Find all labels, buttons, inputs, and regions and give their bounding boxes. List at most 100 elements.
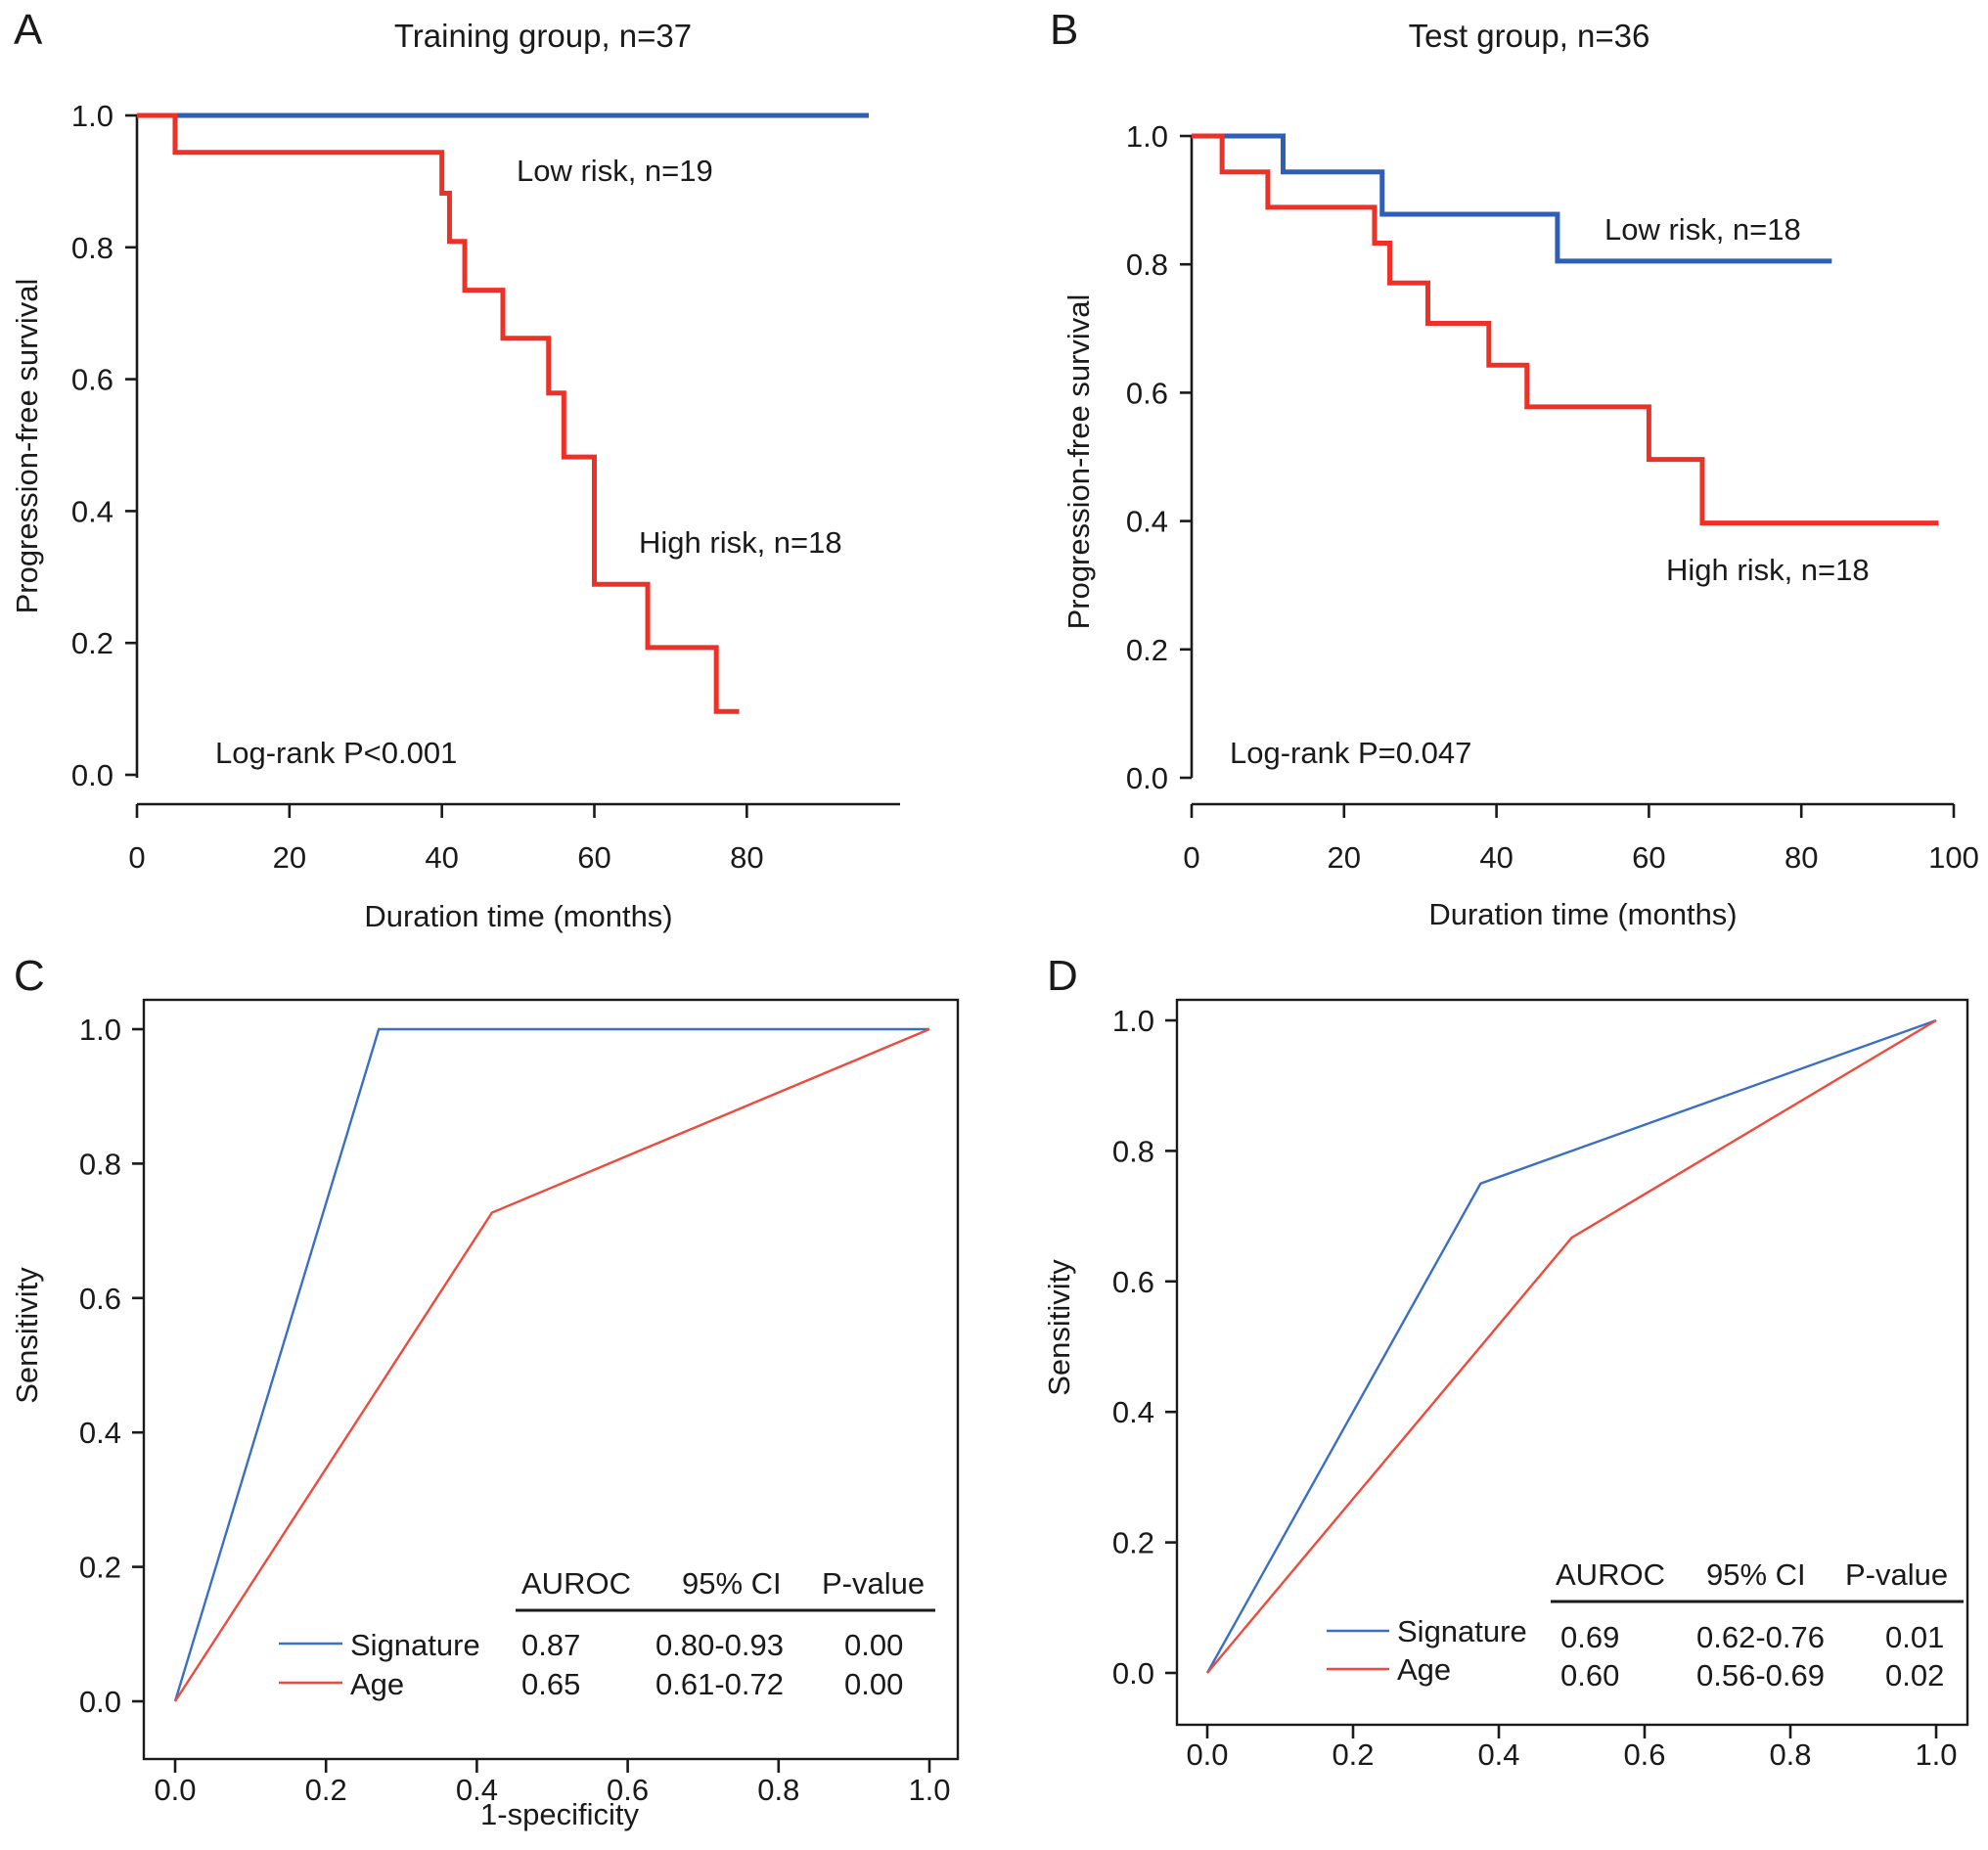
panel-a-low-risk-label: Low risk, n=19 [517,154,713,188]
panel-c: C 0.00.20.40.60.81.0 0.0 0.2 0.4 0.6 0.8 1.0 … [10,952,960,1831]
panel-d-y-ticks: 0.0 0.2 0.4 0.6 0.8 1.0 [1112,1004,1177,1691]
panel-c-plot-box [142,998,960,1761]
panel-b-curves [1192,133,1939,526]
panel-d-y-tick-label: 0.8 [1112,1134,1154,1168]
panel-a-curves [137,113,869,714]
panel-a-high-risk-label: High risk, n=18 [639,525,842,560]
panel-d-age-auroc: 0.60 [1560,1658,1619,1692]
panel-a-x-tick-label: 40 [425,840,458,875]
panel-a-y-tick-label: 0.0 [71,758,113,792]
panel-a-x-tick-label: 20 [273,840,306,875]
panel-b-x-tick-label: 20 [1328,840,1361,875]
panel-c-y-tick-label: 0.0 [79,1685,121,1719]
panel-d-x-tick-label: 1.0 [1915,1737,1957,1772]
panel-c-age-auroc: 0.65 [521,1667,580,1701]
panel-c-y-tick-label: 0.8 [79,1147,121,1181]
panel-a-x-tick-label: 80 [730,840,763,875]
panel-a-curve-high-risk [137,113,740,714]
panel-c-y-tick-label: 0.6 [79,1282,121,1316]
panel-b-x-tick-label: 60 [1632,840,1665,875]
panel-d-y-tick-label: 1.0 [1112,1004,1154,1038]
panel-b-y-tick-label: 0.4 [1126,505,1168,539]
panel-b-curve-high-risk [1192,133,1939,526]
panel-c-signature-auroc: 0.87 [521,1628,580,1662]
panel-a-x-label: Duration time (months) [364,899,672,933]
panel-c-curve-age [173,1027,930,1702]
panel-a-y-tick-label: 0.2 [71,626,113,660]
panel-a-title: Training group, n=37 [394,18,692,54]
panel-c-x-tick-label: 1.0 [908,1773,950,1807]
panel-c-y-tick-label: 1.0 [79,1013,121,1047]
panel-d-x-tick-label: 0.8 [1769,1737,1811,1772]
panel-b-y-tick-label: 1.0 [1126,119,1168,154]
panel-d-letter: D [1047,952,1078,1000]
panel-a-y-tick-label: 0.6 [71,363,113,397]
panel-c-age-p: 0.00 [844,1667,903,1701]
panel-b-logrank: Log-rank P=0.047 [1230,736,1471,770]
panel-a-y-label: Progression-free survival [10,279,44,614]
panel-d: D 0.00.20.40.60.81.0 0.0 0.2 0.4 0.6 0.8 1.0 … [1042,952,1969,1772]
panel-c-x-tick-label: 0.6 [607,1773,649,1807]
panel-d-x-ticks: 0.0 0.2 0.4 0.6 0.8 1.0 [1186,1725,1958,1772]
panel-a-plot-area: 0.0 0.2 0.4 0.6 0.8 1.0 0 20 40 60 80 [71,99,900,875]
panel-b: B Test group, n=36 0.0 0.2 0.4 0.6 0.8 1.0 0 2… [1050,6,1979,931]
panel-c-x-label: 1-specificity [480,1797,639,1831]
panel-d-x-tick-label: 0.6 [1623,1737,1665,1772]
panel-d-y-tick-label: 0.4 [1112,1395,1154,1429]
panel-c-header-auroc: AUROC [521,1566,631,1601]
panel-b-x-label: Duration time (months) [1428,897,1737,931]
panel-d-signature-p: 0.01 [1885,1620,1944,1654]
panel-c-x-tick-label: 0.0 [154,1773,196,1807]
panel-b-curve-low-risk [1192,133,1832,264]
panel-b-x-tick-label: 100 [1928,840,1979,875]
panel-b-y-tick-label: 0.8 [1126,248,1168,282]
panel-a-y-tick-label: 1.0 [71,99,113,133]
panel-c-header-ci: 95% CI [682,1566,782,1601]
panel-a-x-tick-label: 0 [128,840,145,875]
panel-c-legend-table: AUROC 95% CI P-value Signature 0.87 0.80… [279,1566,935,1701]
panel-a-x-tick-label: 60 [577,840,610,875]
panel-b-y-ticks: 0.0 0.2 0.4 0.6 0.8 1.0 [1126,119,1192,795]
panel-d-signature-auroc: 0.69 [1560,1620,1619,1654]
panel-d-header-auroc: AUROC [1556,1557,1665,1592]
panel-a-x-ticks: 0 20 40 60 80 [128,804,764,875]
panel-c-y-ticks: 0.0 0.2 0.4 0.6 0.8 1.0 [79,1013,144,1719]
panel-b-x-tick-label: 80 [1785,840,1818,875]
panel-d-legend-signature: Signature [1397,1614,1527,1648]
panel-b-y-tick-label: 0.6 [1126,376,1168,410]
panel-b-title: Test group, n=36 [1409,18,1650,54]
panel-d-x-tick-label: 0.0 [1186,1737,1228,1772]
panel-d-header-ci: 95% CI [1706,1557,1806,1592]
panel-a-letter: A [14,6,43,54]
panel-c-signature-ci: 0.80-0.93 [655,1628,784,1662]
panel-d-x-tick-label: 0.4 [1477,1737,1519,1772]
panel-d-curves [1205,1018,1937,1674]
panel-c-legend-age: Age [350,1667,404,1701]
panel-b-low-risk-label: Low risk, n=18 [1604,212,1801,247]
panel-a-y-tick-label: 0.8 [71,231,113,265]
panel-c-legend-signature: Signature [350,1628,480,1662]
panel-d-plot-box [1175,998,1969,1727]
panel-a-logrank: Log-rank P<0.001 [215,736,457,770]
panel-a-y-tick-label: 0.4 [71,494,113,528]
panel-d-header-p: P-value [1845,1557,1948,1592]
panel-d-legend-age: Age [1397,1652,1451,1687]
panel-b-x-ticks: 0 20 40 60 80 100 [1183,804,1979,875]
panel-d-y-tick-label: 0.0 [1112,1656,1154,1691]
panel-b-high-risk-label: High risk, n=18 [1666,553,1870,587]
panel-d-y-tick-label: 0.2 [1112,1526,1154,1560]
panel-c-y-label: Sensitivity [10,1267,44,1404]
panel-c-age-ci: 0.61-0.72 [655,1667,784,1701]
panel-d-x-tick-label: 0.2 [1332,1737,1374,1772]
panel-b-x-tick-label: 0 [1183,840,1199,875]
panel-c-signature-p: 0.00 [844,1628,903,1662]
panel-c-y-tick-label: 0.4 [79,1416,121,1450]
panel-b-plot-area: 0.0 0.2 0.4 0.6 0.8 1.0 0 20 40 60 80 100 [1126,119,1979,875]
panel-d-age-p: 0.02 [1885,1658,1944,1692]
panel-c-letter: C [14,952,45,1000]
panel-d-curve-age [1206,1018,1937,1674]
panel-b-letter: B [1050,6,1078,54]
panel-c-y-tick-label: 0.2 [79,1551,121,1585]
panel-c-header-p: P-value [822,1566,925,1601]
